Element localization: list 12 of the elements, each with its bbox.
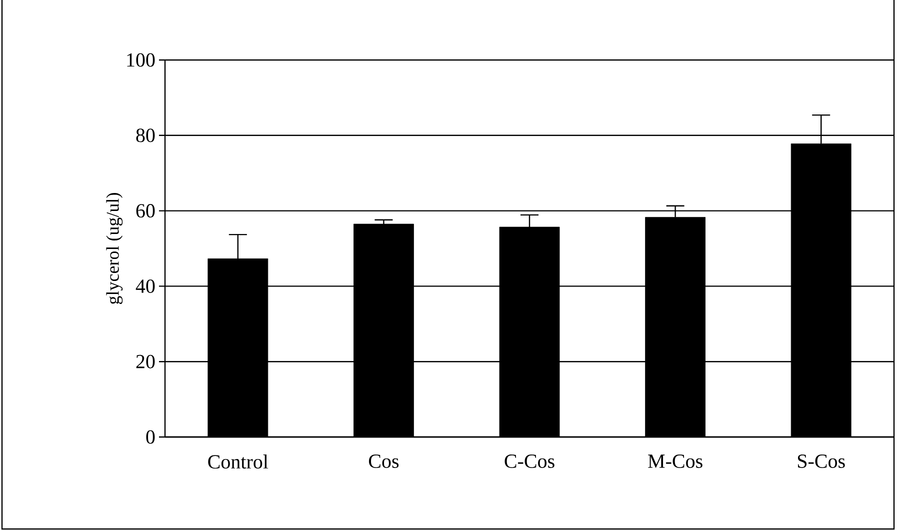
x-tick-label: M-Cos xyxy=(648,454,702,468)
y-tick-label: 20 xyxy=(136,354,155,368)
x-tick-label: Control xyxy=(208,454,268,469)
y-tick-label: 100 xyxy=(127,53,155,67)
y-tick-label: 0 xyxy=(146,430,155,444)
x-tick-label: Cos xyxy=(368,454,399,468)
x-tick-label: C-Cos xyxy=(504,454,554,468)
y-tick-label: 40 xyxy=(136,279,155,293)
y-tick-label: 60 xyxy=(136,204,155,218)
y-axis-title: glycerol (ug/ul) xyxy=(106,193,123,304)
y-tick-label: 80 xyxy=(136,128,155,142)
x-tick-label: S-Cos xyxy=(798,454,845,468)
